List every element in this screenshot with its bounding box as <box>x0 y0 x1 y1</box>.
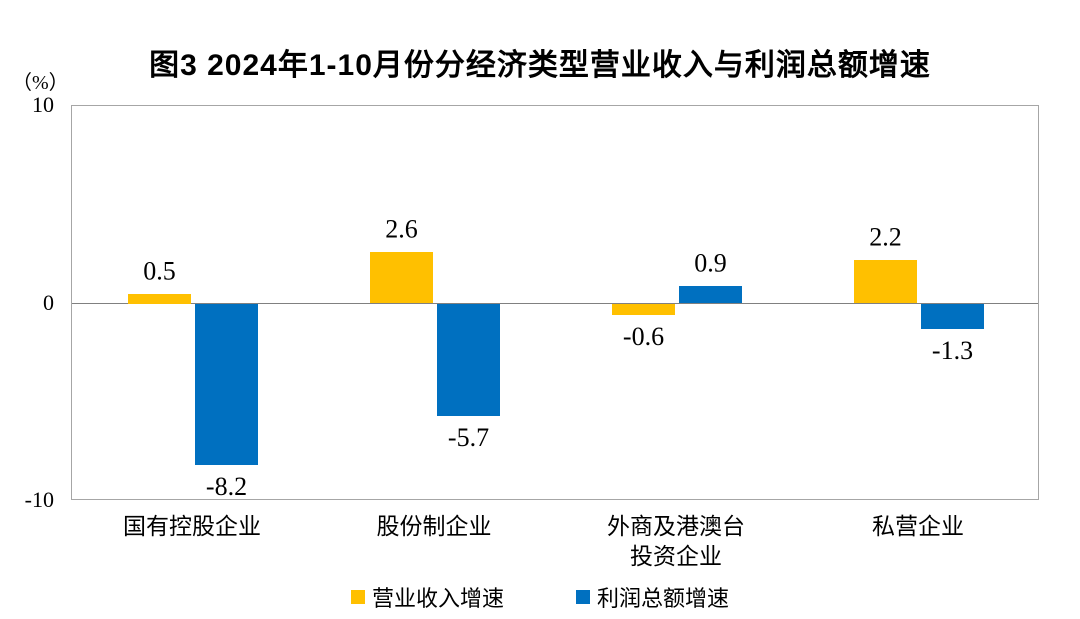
legend-color-swatch <box>576 590 590 604</box>
legend-color-swatch <box>350 590 365 604</box>
chart-title: 图3 2024年1-10月份分经济类型营业收入与利润总额增速 <box>149 49 931 82</box>
y-axis-tick-label: -10 <box>24 487 54 512</box>
bar-value-label: 2.6 <box>385 214 418 244</box>
legend: 营业收入增速 利润总额增速 <box>0 581 1080 613</box>
legend-label: 利润总额增速 <box>597 586 730 611</box>
bar-series-1-cat-3 <box>921 303 984 330</box>
y-axis-tick-label: 0 <box>43 289 54 315</box>
x-axis-category-label: 私营企业 <box>872 514 964 539</box>
x-axis-category-label: 股份制企业 <box>376 514 492 539</box>
plot-area: 0.5 2.6 -0.6 2.2 -8.2 -5.7 0.9 -1.3 <box>71 105 1039 502</box>
x-axis-category-label: 国有控股企业 <box>123 514 261 539</box>
y-axis-tick-label: 10 <box>32 92 54 117</box>
zero-axis-line <box>72 302 1038 305</box>
bar-value-label: -8.2 <box>205 472 248 502</box>
bar-series-0-cat-0 <box>128 293 191 304</box>
x-axis-category-label: 外商及港澳台 投资企业 <box>607 514 745 569</box>
bar-value-label: -0.6 <box>622 322 665 352</box>
bar-series-1-cat-1 <box>437 303 500 417</box>
bar-value-label: 0.9 <box>694 248 727 278</box>
bar-value-label: 2.2 <box>869 222 902 252</box>
bar-value-label: -5.7 <box>447 423 490 453</box>
legend-item: 利润总额增速 <box>576 581 729 613</box>
bar-value-label: -1.3 <box>931 336 974 366</box>
bar-series-0-cat-2 <box>612 303 675 316</box>
bar-value-label: 0.5 <box>143 256 176 286</box>
legend-label: 营业收入增速 <box>371 586 504 611</box>
bar-series-1-cat-0 <box>195 303 258 466</box>
y-axis-unit-label: （%） <box>12 72 69 94</box>
legend-item: 营业收入增速 <box>350 581 504 613</box>
bar-series-1-cat-2 <box>679 285 742 304</box>
bar-series-0-cat-1 <box>370 252 433 304</box>
bar-series-0-cat-3 <box>854 260 917 304</box>
